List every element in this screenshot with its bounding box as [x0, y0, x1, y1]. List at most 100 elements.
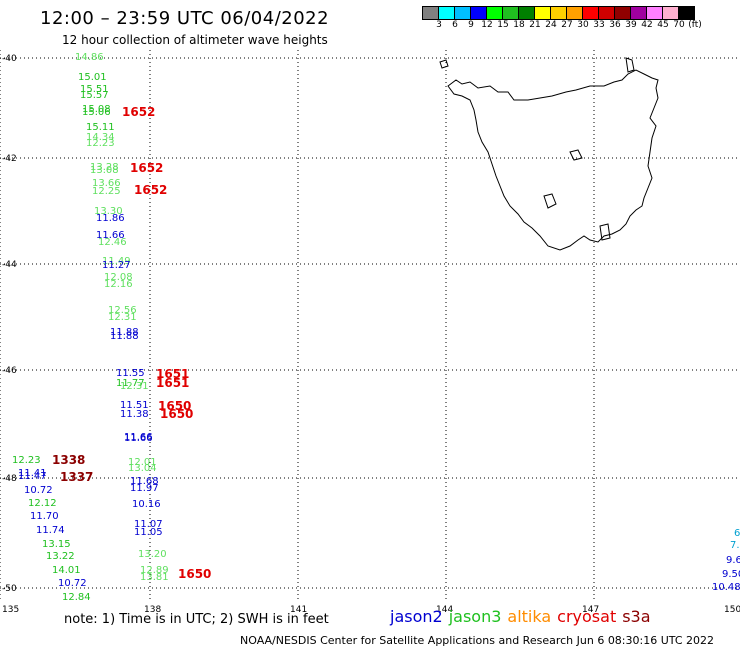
wave-height-value: 13.22 — [46, 551, 75, 562]
legend-label: 70 — [673, 20, 685, 30]
wave-height-value: 11.88 — [110, 331, 139, 342]
legend-label: 3 — [436, 20, 442, 30]
legend-label: 39 — [625, 20, 637, 30]
tasmania-island-2 — [625, 57, 635, 73]
legend-label: 27 — [561, 20, 573, 30]
legend-labels: 3 6 9 12 15 18 21 24 27 30 33 36 39 42 45 70 (ft) — [431, 20, 703, 30]
wave-height-value: 12.12 — [28, 498, 57, 509]
tasmania-island-1 — [439, 59, 449, 69]
wave-height-value: 11.07 — [134, 519, 163, 530]
wave-height-value: 15.01 — [78, 72, 107, 83]
time-label: 1337 — [60, 470, 93, 484]
wave-height-value: 12.31 — [120, 381, 149, 392]
wave-height-value: 15.11 — [86, 122, 115, 133]
wave-height-value: 14.34 — [86, 132, 115, 143]
time-label: 1651 — [156, 367, 189, 381]
wave-height-value: 11.49 — [102, 256, 131, 267]
legend-label: 30 — [577, 20, 589, 30]
legend-label: 6 — [452, 20, 458, 30]
legend-swatches — [422, 6, 703, 20]
longitude-label: 150 — [724, 605, 740, 615]
longitude-label: 147 — [582, 605, 599, 615]
wave-height-value: 13.30 — [94, 206, 123, 217]
latitude-label: -40 — [2, 54, 17, 64]
wave-height-value: 7.4 — [730, 540, 740, 551]
satellite-legend-jason3: jason3 — [448, 607, 502, 626]
satellite-legend-altika: altika — [507, 607, 552, 626]
legend-label: (ft) — [688, 20, 702, 30]
legend-label: 9 — [468, 20, 474, 30]
legend-label: 12 — [481, 20, 493, 30]
wave-height-value: 14.01 — [52, 565, 81, 576]
wave-height-value: 10.16 — [132, 499, 161, 510]
wave-height-value: 11.66 — [96, 230, 125, 241]
wave-height-value: 13.28 — [90, 162, 119, 173]
wave-height-value: 13.20 — [138, 549, 167, 560]
latitude-label: -44 — [2, 260, 17, 270]
wave-height-value: 12.08 — [104, 272, 133, 283]
satellite-legend-cryosat: cryosat — [557, 607, 617, 626]
time-label: 1650 — [178, 567, 211, 581]
satellite-legend-jason2: jason2 — [390, 607, 443, 626]
wave-height-value: 11.86 — [96, 213, 125, 224]
wave-height-value: 6 — [734, 528, 740, 539]
wave-height-value: 12.23 — [12, 455, 41, 466]
wave-height-value: 12.84 — [62, 592, 91, 603]
wave-height-value: 12.31 — [108, 312, 137, 323]
wave-height-value: 15.57 — [80, 90, 109, 101]
tasmania-island-5 — [599, 223, 611, 241]
wave-height-value: 11.38 — [120, 409, 149, 420]
latitude-label: -50 — [2, 584, 17, 594]
tasmania-island-4 — [543, 193, 557, 209]
page-title: 12:00 – 23:59 UTC 06/04/2022 — [40, 8, 330, 29]
wave-height-value: 12.16 — [104, 279, 133, 290]
time-label: 1652 — [134, 183, 167, 197]
wave-height-value: 12.46 — [98, 237, 127, 248]
satellite-legend: jason2 jason3 altika cryosat s3a — [390, 607, 657, 626]
wave-height-value: 13.04 — [128, 463, 157, 474]
wave-height-value: 11.70 — [30, 511, 59, 522]
legend-label: 33 — [593, 20, 605, 30]
wave-height-value: 12.23 — [86, 138, 115, 149]
wave-height-value: 13.08 — [90, 165, 119, 176]
wave-height-value: 9.50 — [722, 569, 740, 580]
time-label: 1338 — [52, 453, 85, 467]
legend-label: 42 — [641, 20, 653, 30]
time-label: 1650 — [160, 407, 193, 421]
wave-height-value: 14.86 — [75, 52, 104, 63]
wave-height-value: 11.88 — [110, 327, 139, 338]
latitude-label: -48 — [2, 474, 17, 484]
map-grid — [0, 50, 740, 600]
tasmania-island-3 — [569, 149, 583, 161]
credit-line: NOAA/NESDIS Center for Satellite Applica… — [240, 634, 715, 647]
longitude-label: 135 — [2, 605, 19, 615]
wave-height-value: 12.89 — [140, 565, 169, 576]
wave-height-value: 15.51 — [80, 84, 109, 95]
latitude-label: -42 — [2, 154, 17, 164]
legend-label: 45 — [657, 20, 669, 30]
wave-height-value: 12.56 — [108, 305, 137, 316]
legend-label: 15 — [497, 20, 509, 30]
wave-height-value: 11.05 — [134, 527, 163, 538]
wave-height-value: 13.66 — [92, 178, 121, 189]
page-subtitle: 12 hour collection of altimeter wave hei… — [62, 33, 328, 47]
wave-height-value: 13.15 — [42, 539, 71, 550]
wave-height-value: 11.66 — [124, 432, 153, 443]
time-label: 1652 — [130, 161, 163, 175]
wave-height-value: 10.72 — [58, 578, 87, 589]
wave-height-value: 11.77 — [116, 378, 145, 389]
wave-height-value: 11.41 — [18, 468, 47, 479]
time-label: 1652 — [122, 105, 155, 119]
tasmania-coastline — [447, 69, 659, 251]
legend-label: 24 — [545, 20, 557, 30]
wave-height-color-legend: 3 6 9 12 15 18 21 24 27 30 33 36 39 42 45 70 (ft) — [422, 6, 703, 30]
wave-height-value: 11.51 — [120, 400, 149, 411]
longitude-label: 141 — [290, 605, 307, 615]
axis-labels: -40 -42 -44 -46 -48 -50 135 138 141 144 147 150 — [2, 54, 740, 615]
wave-height-value: 11.74 — [36, 525, 65, 536]
wave-height-value: 13.81 — [140, 572, 169, 583]
wave-height-value: 12.01 — [128, 457, 157, 468]
